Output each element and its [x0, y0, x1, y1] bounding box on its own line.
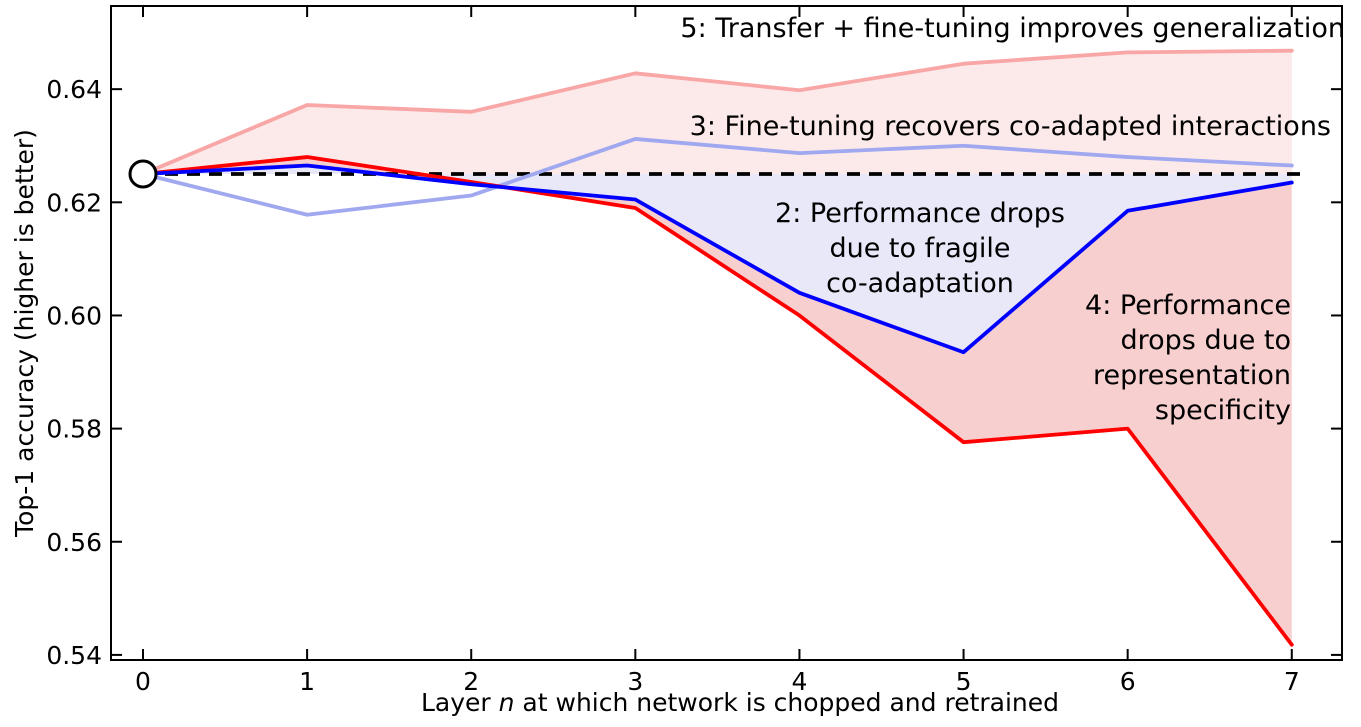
annotation-specificity-line4: specificity	[1155, 395, 1291, 426]
annotation-fragile-line1: 2: Performance drops	[775, 198, 1065, 229]
annotation-specificity-line3: representation	[1093, 360, 1291, 391]
x-tick-label: 5	[956, 667, 972, 696]
y-tick-label: 0.60	[46, 301, 102, 330]
annotation-fragile-line2: due to fragile	[829, 233, 1010, 264]
x-tick-label: 3	[627, 667, 643, 696]
line-bnb	[141, 163, 1294, 355]
x-tick-label: 1	[299, 667, 315, 696]
x-axis-label-var: n	[499, 688, 515, 717]
x-tick-label: 0	[135, 667, 151, 696]
axis-tick-labels: 0 1 2 3 4 5 6 7 0.54 0.56 0.58 0.60 0.62 0.64	[46, 75, 1299, 696]
annotation-specificity-line1: 4: Performance	[1085, 290, 1291, 321]
line-anb	[141, 155, 1294, 647]
data-lines	[141, 48, 1300, 647]
annotation-layer: 5: Transfer + fine-tuning improves gener…	[680, 13, 1345, 426]
shaded-regions	[143, 50, 1292, 645]
x-tick-label: 6	[1120, 667, 1136, 696]
y-axis-label: Top-1 accuracy (higher is better)	[10, 129, 39, 538]
x-tick-label: 2	[463, 667, 479, 696]
baseline-marker-circle	[128, 159, 158, 189]
plot-border	[110, 5, 1343, 661]
x-axis-label-pre: Layer	[421, 688, 499, 717]
annotation-finetune: 3: Fine-tuning recovers co-adapted inter…	[690, 111, 1331, 142]
y-tick-label: 0.58	[46, 415, 102, 444]
annotation-specificity-line2: drops due to	[1120, 325, 1291, 356]
x-tick-label: 4	[791, 667, 807, 696]
x-axis-label: Layer n at which network is chopped and …	[421, 688, 1059, 717]
region-fragile-coadaptation	[143, 165, 1292, 353]
y-tick-label: 0.56	[46, 528, 102, 557]
x-tick-label: 7	[1284, 667, 1300, 696]
y-tick-label: 0.54	[46, 641, 102, 670]
region-transfer-finetune	[143, 50, 1292, 175]
y-tick-label: 0.64	[46, 75, 102, 104]
y-tick-label: 0.62	[46, 188, 102, 217]
axis-ticks	[111, 6, 1342, 660]
annotation-fragile-line3: co-adaptation	[826, 268, 1014, 299]
region-representation-specificity	[143, 157, 1292, 645]
start-marker	[128, 159, 158, 189]
line-anb_plus	[141, 48, 1294, 176]
line-bnb_plus	[141, 137, 1294, 217]
annotation-transfer: 5: Transfer + fine-tuning improves gener…	[680, 13, 1345, 44]
x-axis-label-post: at which network is chopped and retraine…	[514, 688, 1059, 717]
